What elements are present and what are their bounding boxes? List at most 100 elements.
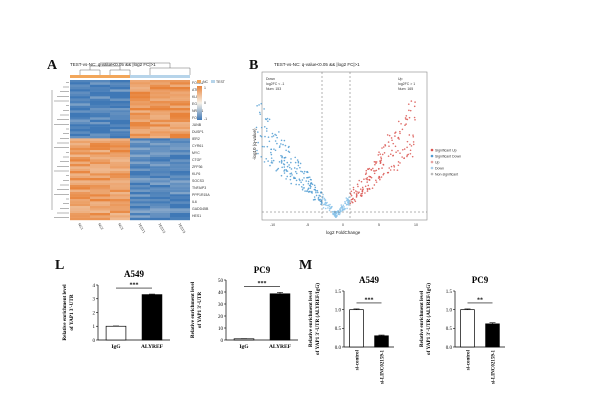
heatmap-cell — [70, 150, 90, 153]
volcano-point — [311, 183, 314, 186]
volcano-point — [375, 179, 377, 182]
heatmap-cell — [150, 89, 170, 92]
sample-label: TEST3 — [177, 223, 186, 234]
volcano-point — [321, 198, 324, 200]
heatmap-cell — [70, 215, 90, 218]
heatmap-cell — [110, 194, 130, 197]
heatmap-cell — [90, 133, 110, 137]
volcano-point — [380, 156, 382, 158]
bar — [141, 294, 163, 341]
volcano-point — [289, 178, 292, 181]
volcano-point — [410, 100, 413, 102]
volcano-point — [375, 169, 378, 172]
volcano-point — [346, 207, 348, 210]
heatmap-cell — [130, 171, 150, 174]
heatmap-cell — [70, 119, 90, 123]
heatmap-cell — [110, 110, 130, 113]
volcano-point — [328, 205, 331, 208]
volcano-point — [404, 124, 406, 127]
heatmap-cell — [170, 133, 190, 137]
heatmap-cell — [130, 150, 150, 153]
heatmap-cell — [110, 122, 130, 125]
volcano-point — [290, 161, 292, 164]
sample-label: NC2 — [97, 223, 104, 231]
heatmap-cell — [170, 215, 190, 218]
volcano-point — [395, 151, 397, 153]
heatmap-cell — [110, 105, 130, 109]
volcano-point — [365, 177, 367, 180]
y-tick-label: 1.0 — [446, 308, 453, 313]
volcano-point — [256, 104, 258, 107]
heatmap-cell — [170, 178, 190, 181]
volcano-point — [379, 153, 382, 155]
volcano-point — [274, 149, 277, 152]
volcano-point — [329, 208, 331, 210]
heatmap-cell — [150, 157, 170, 160]
heatmap-cell — [130, 82, 150, 85]
heatmap-cell — [130, 157, 150, 160]
volcano-point — [270, 148, 273, 151]
volcano-point — [337, 213, 340, 215]
heatmap-cell — [170, 101, 190, 104]
heatmap-cell — [150, 82, 170, 85]
heatmap-cell — [170, 89, 190, 92]
heatmap-cell — [130, 129, 150, 132]
heatmap-cell — [130, 203, 150, 207]
volcano-point — [369, 176, 371, 178]
x-tick-label: si-control — [356, 349, 361, 370]
volcano-point — [302, 183, 305, 186]
volcano-point — [303, 172, 305, 175]
heatmap-cell — [130, 182, 150, 186]
heatmap-cell — [150, 187, 170, 190]
volcano-point — [283, 139, 286, 142]
significance-label: *** — [365, 297, 374, 303]
volcano-point — [379, 162, 382, 165]
volcano-point — [378, 175, 380, 178]
volcano-point — [377, 168, 380, 170]
heatmap-cell — [170, 168, 190, 172]
y-tick-label: 2 — [93, 311, 96, 316]
heatmap-cell — [70, 161, 90, 165]
heatmap-cell — [110, 140, 130, 144]
volcano-point — [267, 120, 269, 123]
heatmap-cell — [70, 166, 90, 169]
heatmap-cell — [70, 194, 90, 197]
volcano-point — [353, 191, 356, 194]
heatmap-cell — [170, 138, 190, 141]
heatmap-cell — [150, 117, 170, 120]
heatmap-cell — [170, 171, 190, 174]
volcano-point — [260, 156, 263, 158]
heatmap-cell — [150, 199, 170, 202]
volcano-point — [344, 202, 347, 205]
volcano-point — [267, 136, 270, 138]
heatmap-cell — [110, 124, 130, 127]
heatmap-cell — [130, 173, 150, 176]
heatmap-cell — [150, 143, 170, 146]
heatmap-cell — [70, 203, 90, 207]
volcano-point — [380, 176, 383, 178]
volcano-point — [349, 202, 352, 205]
volcano-point — [343, 206, 345, 208]
volcano-point — [295, 179, 298, 182]
volcano-point — [272, 135, 275, 137]
volcano-point — [296, 159, 299, 161]
heatmap-cell — [170, 175, 190, 179]
heatmap-cell — [110, 213, 130, 216]
gene-label: KLF4 — [192, 95, 200, 99]
heatmap-cell — [110, 203, 130, 207]
heatmap-cell — [130, 178, 150, 181]
heatmap-cell — [70, 157, 90, 160]
volcano-point — [377, 177, 380, 179]
volcano-point — [378, 151, 380, 153]
heatmap-cell — [130, 119, 150, 123]
volcano-point — [374, 170, 376, 172]
heatmap-cell — [150, 152, 170, 155]
volcano-point — [361, 195, 363, 197]
legend-value-low: -1 — [204, 117, 207, 121]
heatmap-cell — [70, 94, 90, 97]
heatmap-cells — [70, 75, 190, 221]
volcano-point — [279, 145, 281, 147]
volcano-point — [276, 142, 278, 145]
volcano-point — [391, 149, 393, 152]
volcano-point — [388, 145, 390, 147]
